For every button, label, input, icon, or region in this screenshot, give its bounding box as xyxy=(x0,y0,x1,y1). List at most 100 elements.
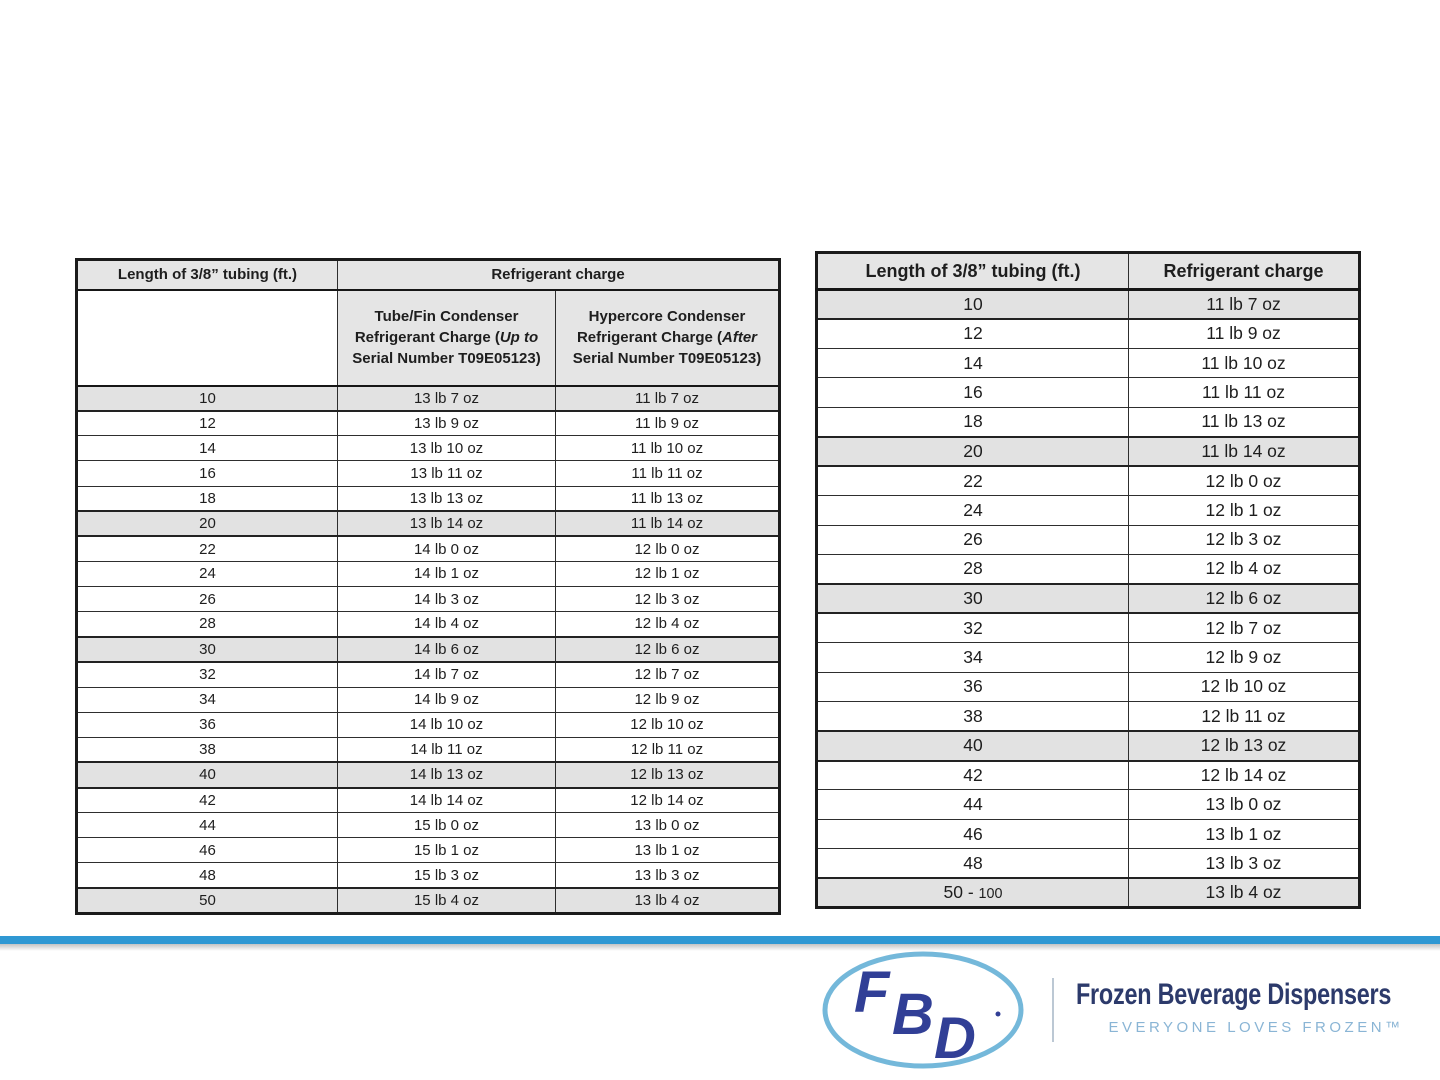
table-row: 26 12 lb 3 oz xyxy=(816,524,1360,555)
table-cell: 11 lb 13 oz xyxy=(1128,406,1360,438)
table-cell: 14 lb 14 oz xyxy=(337,786,556,814)
table-cell: 12 lb 9 oz xyxy=(555,686,780,713)
table-cell: 12 xyxy=(76,410,338,437)
table-row: 12 13 lb 9 oz 11 lb 9 oz xyxy=(76,410,780,437)
right-length-header: Length of 3/8” tubing (ft.) xyxy=(816,252,1129,291)
table-cell: 13 lb 1 oz xyxy=(1128,818,1360,850)
table-row: 38 12 lb 11 oz xyxy=(816,701,1360,732)
table-cell: 38 xyxy=(76,736,338,763)
table-cell: 22 xyxy=(816,465,1129,497)
table-cell: 14 lb 7 oz xyxy=(337,661,556,688)
table-cell: 32 xyxy=(76,661,338,688)
fbd-letter-d: D xyxy=(934,1006,976,1071)
table-cell: 12 lb 7 oz xyxy=(555,661,780,688)
table-cell: 15 lb 0 oz xyxy=(337,812,556,839)
table-cell: 10 xyxy=(816,288,1129,320)
table-cell: 13 lb 3 oz xyxy=(555,862,780,889)
table-cell: 11 lb 7 oz xyxy=(1128,288,1360,320)
table-cell: 13 lb 0 oz xyxy=(555,812,780,839)
table-cell: 48 xyxy=(76,862,338,889)
right-table-header-row: Length of 3/8” tubing (ft.) Refrigerant … xyxy=(816,252,1360,291)
table-cell: 14 lb 3 oz xyxy=(337,585,556,613)
table-cell: 14 xyxy=(76,435,338,462)
table-cell: 15 lb 1 oz xyxy=(337,837,556,864)
table-row: 18 11 lb 13 oz xyxy=(816,406,1360,438)
table-cell: 26 xyxy=(76,585,338,613)
left-charge-header: Refrigerant charge xyxy=(337,259,780,291)
table-cell: 44 xyxy=(76,812,338,839)
table-cell: 16 xyxy=(816,377,1129,408)
table-cell: 12 lb 10 oz xyxy=(1128,671,1360,703)
fbd-logo-oval xyxy=(822,951,1024,1069)
table-cell: 28 xyxy=(816,553,1129,585)
table-cell: 12 lb 6 oz xyxy=(1128,582,1360,615)
table-cell: 14 lb 13 oz xyxy=(337,761,556,789)
table-cell: 40 xyxy=(76,761,338,789)
fbd-logo: F B D xyxy=(822,951,1024,1071)
left-table-body: 10 13 lb 7 oz 11 lb 7 oz 12 13 lb 9 oz 11 lb … xyxy=(76,384,780,915)
table-row: 48 15 lb 3 oz 13 lb 3 oz xyxy=(76,862,780,889)
table-cell: 30 xyxy=(816,582,1129,615)
left-table-header-row: Length of 3/8” tubing (ft.) Refrigerant … xyxy=(76,259,780,291)
tubefin-subheader-text: Tube/Fin Condenser Refrigerant Charge ( xyxy=(354,308,519,346)
table-cell: 20 xyxy=(816,435,1129,468)
table-row: 40 12 lb 13 oz xyxy=(816,730,1360,762)
table-cell: 12 lb 0 oz xyxy=(555,535,780,562)
table-row: 42 14 lb 14 oz 12 lb 14 oz xyxy=(76,786,780,814)
table-cell: 12 lb 3 oz xyxy=(555,585,780,613)
table-cell: 50 xyxy=(76,886,338,915)
table-cell: 28 xyxy=(76,611,338,638)
table-row: 36 14 lb 10 oz 12 lb 10 oz xyxy=(76,711,780,738)
table-cell: 13 lb 10 oz xyxy=(337,435,556,462)
table-row: 32 12 lb 7 oz xyxy=(816,612,1360,644)
table-row: 12 11 lb 9 oz xyxy=(816,318,1360,349)
table-cell: 24 xyxy=(816,495,1129,526)
hypercore-subheader-tail: Serial Number T09E05123) xyxy=(572,350,762,367)
table-row: 18 13 lb 13 oz 11 lb 13 oz xyxy=(76,485,780,512)
table-cell: 15 lb 3 oz xyxy=(337,862,556,889)
table-cell: 12 lb 3 oz xyxy=(1128,524,1360,555)
table-row: 40 14 lb 13 oz 12 lb 13 oz xyxy=(76,761,780,789)
table-cell: 14 lb 4 oz xyxy=(337,611,556,638)
table-cell: 12 lb 9 oz xyxy=(1128,642,1360,673)
table-cell: 38 xyxy=(816,701,1129,732)
hypercore-subheader: Hypercore Condenser Refrigerant Charge (… xyxy=(555,289,780,387)
table-cell: 16 xyxy=(76,460,338,487)
table-cell: 12 lb 1 oz xyxy=(555,560,780,588)
footer-bar-shadow xyxy=(0,944,1440,951)
table-cell: 11 lb 14 oz xyxy=(555,510,780,538)
hypercore-subheader-italic: After xyxy=(722,329,758,346)
table-row: 42 12 lb 14 oz xyxy=(816,759,1360,791)
table-cell: 13 lb 0 oz xyxy=(1128,789,1360,820)
table-row: 22 12 lb 0 oz xyxy=(816,465,1360,497)
table-row: 46 15 lb 1 oz 13 lb 1 oz xyxy=(76,837,780,864)
table-row: 10 11 lb 7 oz xyxy=(816,288,1360,320)
table-cell: 12 lb 14 oz xyxy=(1128,759,1360,791)
table-cell: 11 lb 11 oz xyxy=(555,460,780,487)
tubefin-subheader-italic: Up to xyxy=(499,329,539,346)
table-row: 34 12 lb 9 oz xyxy=(816,642,1360,673)
table-row: 46 13 lb 1 oz xyxy=(816,818,1360,850)
table-cell: 11 lb 13 oz xyxy=(555,485,780,512)
left-blank-subheader xyxy=(76,289,338,387)
table-cell: 12 lb 4 oz xyxy=(1128,553,1360,585)
table-cell: 13 lb 14 oz xyxy=(337,510,556,538)
table-cell: 34 xyxy=(816,642,1129,673)
left-table-subheader-row: Tube/Fin Condenser Refrigerant Charge (U… xyxy=(76,289,780,387)
table-cell: 18 xyxy=(816,406,1129,438)
table-row: 16 13 lb 11 oz 11 lb 11 oz xyxy=(76,460,780,487)
table-cell: 46 xyxy=(76,837,338,864)
table-cell: 26 xyxy=(816,524,1129,555)
table-cell: 30 xyxy=(76,635,338,663)
table-cell: 46 xyxy=(816,818,1129,850)
table-row: 28 12 lb 4 oz xyxy=(816,553,1360,585)
table-cell: 40 xyxy=(816,730,1129,762)
table-cell: 12 lb 7 oz xyxy=(1128,612,1360,644)
table-cell: 36 xyxy=(816,671,1129,703)
table-row: 38 14 lb 11 oz 12 lb 11 oz xyxy=(76,736,780,763)
table-cell: 13 lb 7 oz xyxy=(337,384,556,412)
table-cell: 42 xyxy=(816,759,1129,791)
table-cell: 13 lb 3 oz xyxy=(1128,848,1360,879)
left-length-header: Length of 3/8” tubing (ft.) xyxy=(76,259,338,291)
table-cell: 18 xyxy=(76,485,338,512)
